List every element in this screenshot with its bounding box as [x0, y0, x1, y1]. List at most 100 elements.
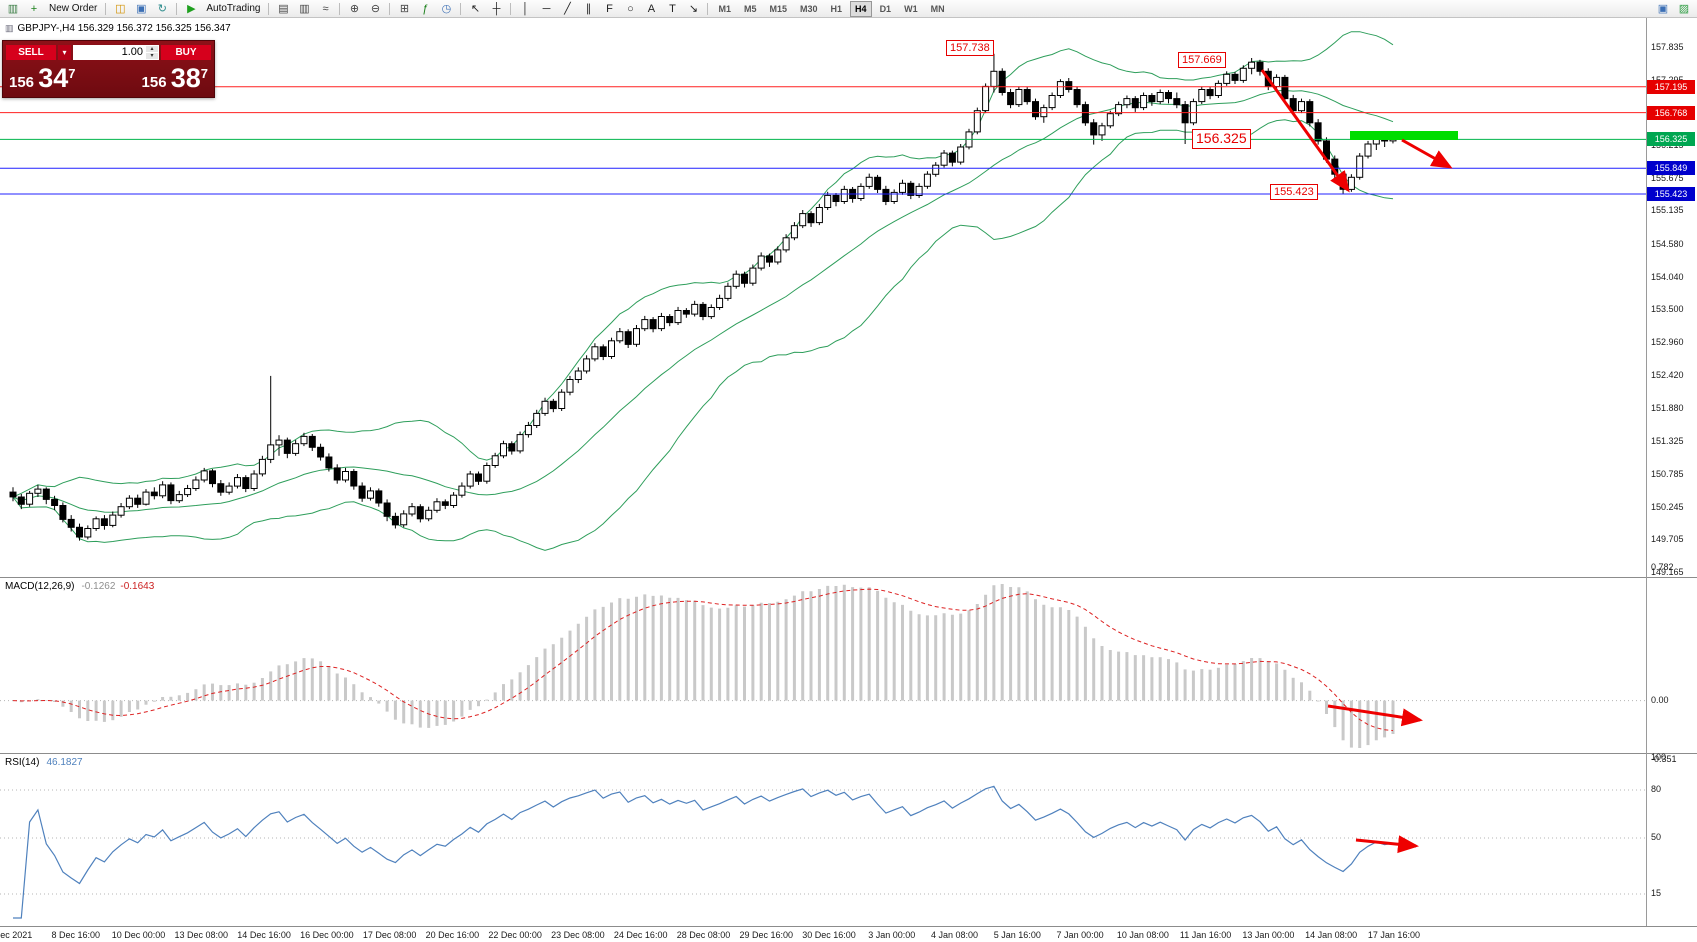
lot-size-input[interactable]: 1.00 ▴ ▾ — [73, 45, 159, 60]
tile-windows-icon[interactable]: ⊞ — [399, 3, 410, 15]
toolbar: ▥ + New Order ◫ ▣ ↻ ▶ AutoTrading ▤ ▥ ≈ ⊕ ⊖ ⊞ ƒ ◷ ↖ ┼ │ ─ ╱ ∥… — [0, 0, 1697, 18]
candle-body — [42, 488, 50, 500]
horizontal-line-icon[interactable]: ─ — [542, 2, 551, 15]
price-callout[interactable]: 157.738 — [946, 40, 994, 56]
indicators-icon[interactable]: ƒ — [422, 2, 429, 15]
sell-price[interactable]: 156 347 — [9, 63, 75, 98]
candle-body — [125, 497, 133, 508]
candle-body — [899, 182, 906, 193]
trend-arrow[interactable] — [1355, 835, 1419, 854]
zoom-in-icon[interactable]: ⊕ — [349, 3, 360, 15]
new-order-button[interactable]: New Order — [49, 3, 98, 14]
periods-icon[interactable]: ◷ — [441, 3, 452, 15]
highlight-rectangle[interactable] — [1350, 131, 1458, 140]
candle-body — [566, 379, 574, 393]
trendline-icon[interactable]: ╱ — [564, 3, 571, 15]
fibonacci-icon[interactable]: F — [606, 2, 613, 15]
candle-body — [1090, 122, 1098, 136]
rsi-axis-label: 100 — [1651, 752, 1667, 762]
cursor-icon[interactable]: ↖ — [470, 3, 481, 15]
time-axis-label: 13 Jan 00:00 — [1242, 930, 1295, 940]
lot-increase-button[interactable]: ▴ — [146, 46, 158, 52]
crosshair-icon[interactable]: ┼ — [492, 2, 501, 15]
macd-axis-label: -0.351 — [1651, 754, 1677, 765]
autotrading-play-icon[interactable]: ▶ — [187, 3, 196, 15]
time-axis[interactable]: Dec 2021 8 Dec 16:00 10 Dec 00:00 13 Dec 08… — [0, 927, 1697, 942]
timeframe-w1[interactable]: W1 — [904, 3, 918, 14]
candle-body — [574, 370, 582, 380]
macd-name: MACD(12,26,9) — [5, 581, 75, 592]
new-order-plus-icon[interactable]: + — [30, 2, 38, 15]
price-axis-label: 151.325 — [1651, 436, 1684, 447]
candle-body — [292, 443, 300, 454]
package-icon[interactable]: ◫ — [115, 3, 126, 15]
rsi-axis-label: 50 — [1651, 832, 1662, 842]
sell-button[interactable]: SELL — [6, 45, 56, 60]
trend-arrow[interactable] — [1260, 69, 1350, 193]
toolbar-separator — [389, 2, 391, 15]
price-callout[interactable]: 155.423 — [1270, 184, 1318, 200]
candle-body — [624, 331, 632, 345]
equidistant-channel-icon[interactable]: ∥ — [585, 3, 592, 15]
time-axis-label: 17 Dec 08:00 — [362, 930, 417, 940]
candle-body — [367, 490, 374, 499]
line-chart-icon[interactable]: ≈ — [322, 2, 329, 15]
candle-body — [383, 502, 391, 517]
charts-grid-icon[interactable]: ▣ — [136, 3, 147, 15]
time-axis-label: 23 Dec 08:00 — [551, 930, 605, 940]
zoom-out-icon[interactable]: ⊖ — [370, 3, 381, 15]
trend-arrow[interactable] — [1401, 138, 1453, 169]
bollinger-lower-band — [12, 119, 1394, 551]
price-callout[interactable]: 156.325 — [1192, 129, 1251, 149]
price-badge: 155.849 — [1647, 161, 1695, 176]
candle-body — [915, 185, 923, 196]
candle-body — [1289, 98, 1297, 112]
timeframe-h1[interactable]: H1 — [830, 3, 843, 14]
sell-dropdown-caret[interactable]: ▾ — [58, 45, 71, 60]
timeframe-m5[interactable]: M5 — [743, 3, 757, 14]
timeframe-m1[interactable]: M1 — [718, 3, 731, 14]
time-axis-label: 29 Dec 16:00 — [739, 930, 794, 940]
timeframe-h4[interactable]: H4 — [850, 0, 872, 17]
candle-body — [26, 492, 34, 505]
candle-body — [1298, 101, 1305, 112]
price-axis[interactable]: 157.835157.295156.755156.215155.675155.1… — [1646, 18, 1697, 926]
timeframe-m30[interactable]: M30 — [800, 3, 818, 14]
vertical-line-icon[interactable]: │ — [522, 2, 529, 15]
candle-body — [350, 471, 358, 487]
trend-arrow[interactable] — [1327, 704, 1423, 727]
price-axis-label: 150.245 — [1651, 501, 1684, 512]
news-icon[interactable]: ▨ — [1678, 3, 1690, 15]
candle-body — [242, 477, 250, 490]
arrows-tool-icon[interactable]: ↘ — [688, 3, 699, 15]
candle-body — [799, 213, 807, 227]
candle-body — [790, 225, 798, 239]
candle-body — [982, 85, 990, 112]
buy-price-sup: 7 — [200, 66, 208, 81]
timeframe-m15[interactable]: M15 — [769, 3, 788, 14]
candle-body — [840, 188, 848, 202]
text-icon[interactable]: A — [647, 2, 656, 15]
time-axis-label: Dec 2021 — [0, 930, 33, 940]
candle-chart-icon[interactable]: ▥ — [299, 3, 310, 15]
candle-body — [217, 483, 225, 493]
refresh-icon[interactable]: ↻ — [157, 3, 167, 15]
chart-window-icon[interactable]: ▣ — [1657, 3, 1669, 15]
candle-body — [142, 491, 150, 505]
candle-body — [616, 331, 624, 342]
timeframe-d1[interactable]: D1 — [879, 3, 892, 14]
timeframe-mn[interactable]: MN — [930, 3, 945, 14]
autotrading-button[interactable]: AutoTrading — [206, 3, 261, 14]
buy-button[interactable]: BUY — [161, 45, 211, 60]
candle-body — [59, 505, 67, 520]
candle-body — [1115, 104, 1123, 115]
lot-decrease-button[interactable]: ▾ — [146, 53, 158, 59]
text-label-icon[interactable]: T — [669, 2, 676, 15]
buy-price[interactable]: 156 387 — [142, 63, 208, 98]
bar-chart-icon[interactable]: ▤ — [278, 3, 289, 15]
candlestick-chart-icon[interactable]: ▥ — [7, 3, 19, 15]
macd-axis-label: 0.00 — [1651, 694, 1669, 705]
price-callout[interactable]: 157.669 — [1178, 52, 1226, 68]
shapes-icon[interactable]: ○ — [627, 2, 634, 15]
